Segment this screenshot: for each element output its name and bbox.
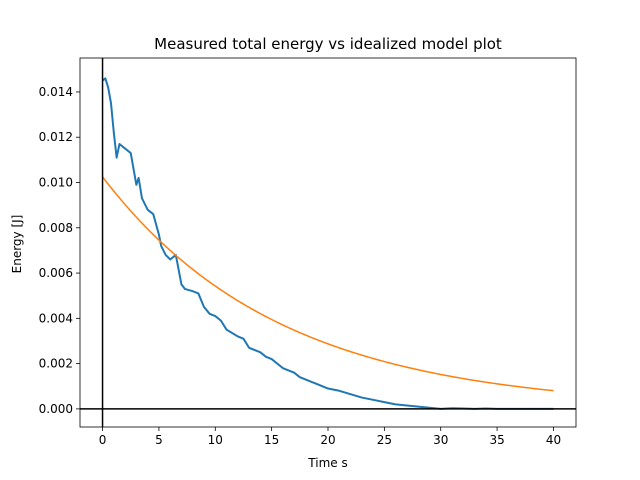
y-tick-label: 0.006 (39, 266, 73, 280)
y-tick-label: 0.008 (39, 221, 73, 235)
axes-frame (79, 57, 577, 428)
y-tick-label: 0.014 (39, 85, 73, 99)
chart-title: Measured total energy vs idealized model… (154, 35, 502, 53)
y-tick-label: 0.012 (39, 130, 73, 144)
x-tick-label: 0 (99, 433, 107, 447)
x-tick-label: 5 (155, 433, 163, 447)
y-axis-label: Energy [J] (10, 215, 24, 274)
y-tick-label: 0.000 (39, 402, 73, 416)
x-tick-label: 35 (489, 433, 504, 447)
x-tick-label: 30 (433, 433, 448, 447)
y-tick-label: 0.002 (39, 357, 73, 371)
x-tick-label: 20 (320, 433, 335, 447)
x-axis-label: Time s (307, 456, 347, 470)
x-tick-label: 10 (208, 433, 223, 447)
y-tick-label: 0.010 (39, 176, 73, 190)
x-tick-label: 15 (264, 433, 279, 447)
y-tick-label: 0.004 (39, 311, 73, 325)
x-tick-label: 40 (546, 433, 561, 447)
x-tick-label: 25 (377, 433, 392, 447)
series-measured-line (101, 77, 554, 410)
series-model-line (101, 176, 554, 392)
plot-area: 0 5 10 15 20 25 30 35 40 0.000 0.002 0.004 0.006 0.00… (39, 57, 577, 447)
